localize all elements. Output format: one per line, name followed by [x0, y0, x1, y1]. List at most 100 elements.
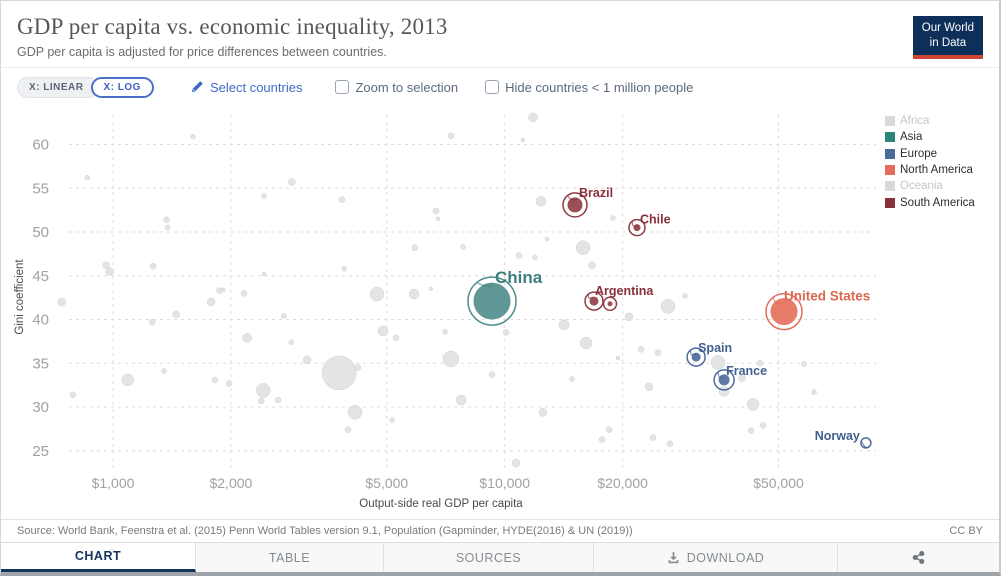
- background-bubble[interactable]: [240, 290, 248, 297]
- background-bubble[interactable]: [190, 133, 196, 140]
- background-bubble[interactable]: [666, 440, 674, 448]
- country-bubble-ring[interactable]: [584, 291, 604, 311]
- country-bubble-ring[interactable]: [765, 292, 803, 331]
- background-bubble[interactable]: [520, 137, 526, 143]
- x-log-button[interactable]: X: LOG: [90, 76, 154, 98]
- country-bubble-ring[interactable]: [713, 369, 735, 391]
- background-bubble[interactable]: [211, 376, 219, 384]
- country-bubble-ring[interactable]: [686, 347, 706, 367]
- background-bubble[interactable]: [801, 361, 807, 367]
- country-bubble[interactable]: [606, 300, 614, 308]
- background-bubble[interactable]: [321, 355, 357, 391]
- background-bubble[interactable]: [256, 383, 271, 398]
- background-bubble[interactable]: [377, 325, 389, 337]
- background-bubble[interactable]: [569, 376, 575, 382]
- country-bubble[interactable]: [588, 295, 600, 307]
- background-bubble[interactable]: [274, 396, 282, 404]
- background-bubble[interactable]: [442, 329, 448, 335]
- country-bubble[interactable]: [632, 223, 642, 233]
- background-bubble[interactable]: [261, 271, 267, 277]
- background-bubble[interactable]: [84, 174, 91, 181]
- country-bubble-ring[interactable]: [562, 192, 588, 218]
- legend-item-europe[interactable]: Europe: [885, 146, 975, 162]
- country-label[interactable]: Argentina: [595, 284, 654, 298]
- background-bubble[interactable]: [558, 319, 570, 331]
- background-bubble[interactable]: [615, 355, 621, 361]
- background-bubble[interactable]: [172, 310, 180, 319]
- background-bubble[interactable]: [460, 244, 466, 250]
- background-bubble[interactable]: [488, 371, 496, 378]
- background-bubble[interactable]: [528, 112, 538, 123]
- background-bubble[interactable]: [281, 313, 287, 319]
- country-label[interactable]: China: [495, 268, 543, 287]
- country-label[interactable]: Spain: [698, 341, 732, 355]
- country-bubble-ring[interactable]: [628, 218, 646, 237]
- zoom-to-selection-checkbox[interactable]: Zoom to selection: [335, 80, 458, 95]
- background-bubble[interactable]: [302, 355, 312, 365]
- country-bubble[interactable]: [769, 297, 799, 327]
- tab-download[interactable]: DOWNLOAD: [594, 543, 838, 572]
- background-bubble[interactable]: [163, 216, 170, 224]
- x-linear-button[interactable]: X: LINEAR: [17, 76, 99, 98]
- tab-chart[interactable]: CHART: [1, 543, 196, 572]
- background-bubble[interactable]: [455, 394, 467, 406]
- background-bubble[interactable]: [369, 286, 385, 302]
- background-bubble[interactable]: [624, 312, 634, 322]
- background-bubble[interactable]: [654, 349, 662, 357]
- background-bubble[interactable]: [261, 193, 267, 199]
- owid-logo[interactable]: Our World in Data: [912, 16, 983, 59]
- background-bubble[interactable]: [535, 196, 547, 207]
- background-bubble[interactable]: [610, 215, 616, 221]
- background-bubble[interactable]: [811, 389, 817, 395]
- background-bubble[interactable]: [354, 364, 362, 371]
- tab-table[interactable]: TABLE: [196, 543, 384, 572]
- select-countries-button[interactable]: Select countries: [184, 79, 309, 96]
- background-bubble[interactable]: [102, 261, 110, 270]
- background-bubble[interactable]: [637, 346, 645, 353]
- legend-item-asia[interactable]: Asia: [885, 129, 975, 145]
- legend-item-south-america[interactable]: South America: [885, 194, 975, 210]
- background-bubble[interactable]: [338, 196, 346, 203]
- country-bubble[interactable]: [717, 373, 731, 387]
- background-bubble[interactable]: [759, 422, 767, 429]
- background-bubble[interactable]: [220, 287, 226, 293]
- background-bubble[interactable]: [105, 267, 114, 276]
- background-bubble[interactable]: [747, 427, 755, 434]
- background-bubble[interactable]: [660, 299, 676, 314]
- background-bubble[interactable]: [288, 339, 294, 346]
- background-bubble[interactable]: [447, 132, 455, 140]
- country-bubble[interactable]: [566, 196, 584, 214]
- background-bubble[interactable]: [288, 178, 296, 186]
- tab-sources[interactable]: SOURCES: [384, 543, 594, 572]
- background-bubble[interactable]: [746, 398, 760, 411]
- background-bubble[interactable]: [442, 350, 460, 368]
- legend-item-oceania[interactable]: Oceania: [885, 178, 975, 194]
- hide-small-countries-checkbox[interactable]: Hide countries < 1 million people: [485, 80, 693, 95]
- background-bubble[interactable]: [347, 405, 363, 420]
- background-bubble[interactable]: [408, 288, 420, 300]
- background-bubble[interactable]: [165, 224, 171, 231]
- background-bubble[interactable]: [588, 261, 596, 270]
- background-bubble[interactable]: [682, 293, 688, 299]
- legend-item-north-america[interactable]: North America: [885, 162, 975, 178]
- background-bubble[interactable]: [57, 297, 67, 307]
- background-bubble[interactable]: [605, 426, 613, 434]
- background-bubble[interactable]: [206, 297, 216, 307]
- license-link[interactable]: CC BY: [949, 525, 983, 537]
- background-bubble[interactable]: [389, 417, 395, 423]
- background-bubble[interactable]: [411, 244, 419, 251]
- background-bubble[interactable]: [710, 355, 726, 370]
- background-bubble[interactable]: [738, 374, 746, 382]
- background-bubble[interactable]: [502, 329, 510, 336]
- background-bubble[interactable]: [532, 254, 538, 261]
- background-bubble[interactable]: [598, 436, 606, 443]
- background-bubble[interactable]: [341, 266, 347, 272]
- country-bubble-ring[interactable]: [602, 296, 618, 312]
- background-bubble[interactable]: [121, 373, 134, 387]
- background-bubble[interactable]: [511, 458, 521, 468]
- country-bubble-ring[interactable]: [467, 276, 517, 326]
- background-bubble[interactable]: [435, 216, 441, 222]
- background-bubble[interactable]: [544, 236, 550, 242]
- background-bubble[interactable]: [644, 382, 654, 392]
- country-label[interactable]: Norway: [815, 429, 860, 443]
